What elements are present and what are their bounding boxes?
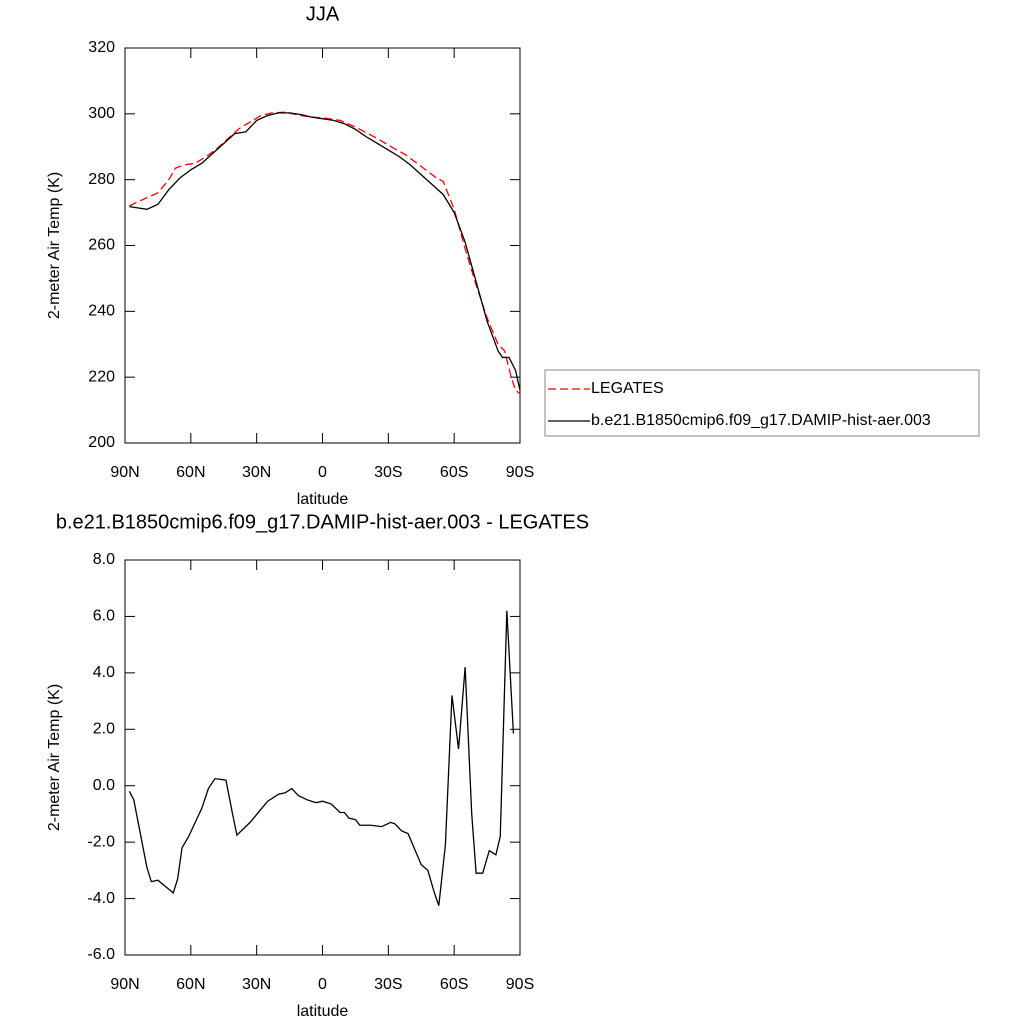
chart-title: JJA [306, 3, 340, 25]
y-tick-label: 0.0 [93, 777, 115, 794]
y-axis-label: 2-meter Air Temp (K) [46, 172, 63, 319]
data-line [129, 112, 521, 391]
y-tick-label: 300 [88, 105, 115, 122]
x-tick-label: 90S [506, 976, 534, 993]
x-tick-label: 90S [506, 464, 534, 481]
chart-title: b.e21.B1850cmip6.f09_g17.DAMIP-hist-aer.… [56, 511, 589, 533]
legend-frame [544, 369, 980, 437]
y-tick-label: 220 [88, 368, 115, 385]
x-tick-label: 90N [110, 464, 139, 481]
x-tick-label: 60S [440, 464, 468, 481]
y-tick-label: -2.0 [87, 833, 115, 850]
x-tick-label: 90N [110, 976, 139, 993]
x-tick-label: 60S [440, 976, 468, 993]
x-tick-label: 30S [374, 976, 402, 993]
legend-label: LEGATES [591, 380, 664, 397]
x-tick-label: 60N [176, 464, 205, 481]
legend-label: b.e21.B1850cmip6.f09_g17.DAMIP-hist-aer.… [591, 412, 931, 429]
plot-frame [124, 559, 521, 956]
y-tick-label: 280 [88, 171, 115, 188]
y-tick-label: 200 [88, 434, 115, 451]
y-tick-label: 240 [88, 303, 115, 320]
data-line [129, 111, 521, 395]
y-tick-label: 6.0 [93, 608, 115, 625]
x-axis-label: latitude [297, 491, 349, 508]
x-tick-label: 60N [176, 976, 205, 993]
y-tick-label: 260 [88, 237, 115, 254]
y-tick-label: 320 [88, 39, 115, 56]
x-tick-label: 30S [374, 464, 402, 481]
x-tick-label: 0 [318, 464, 327, 481]
y-axis-label: 2-meter Air Temp (K) [46, 684, 63, 831]
x-tick-label: 0 [318, 976, 327, 993]
x-tick-label: 30N [242, 464, 271, 481]
plot-frame [124, 47, 521, 444]
y-tick-label: 4.0 [93, 664, 115, 681]
y-tick-label: -6.0 [87, 946, 115, 963]
x-axis-label: latitude [297, 1003, 349, 1020]
x-tick-label: 30N [242, 976, 271, 993]
y-tick-label: 2.0 [93, 721, 115, 738]
y-tick-label: 8.0 [93, 551, 115, 568]
data-line [128, 610, 515, 906]
y-tick-label: -4.0 [87, 890, 115, 907]
